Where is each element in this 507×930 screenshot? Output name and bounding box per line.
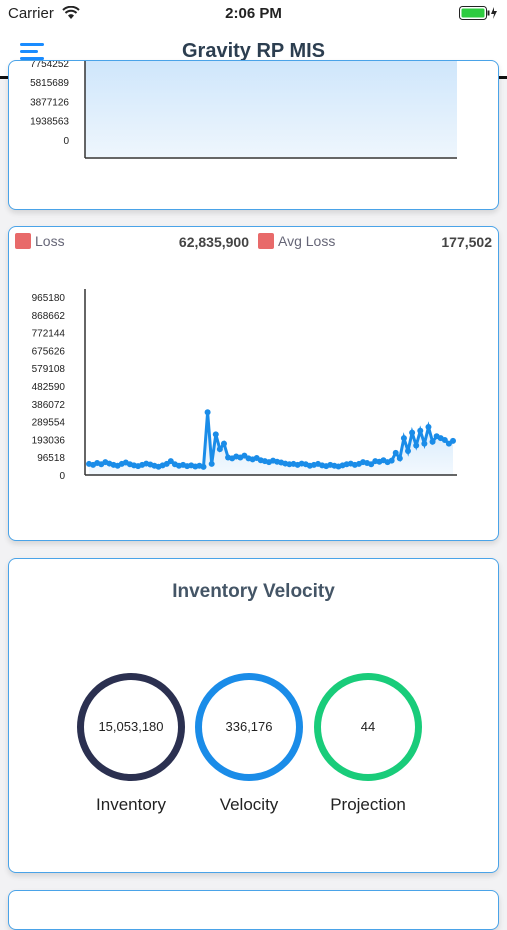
inventory-label: Inventory — [96, 795, 166, 814]
loss-y-tick-label: 868662 — [32, 311, 66, 322]
loss-data-point — [409, 429, 416, 436]
loss-data-point — [216, 446, 223, 453]
avg-loss-swatch — [258, 233, 274, 249]
loss-y-tick-label: 289554 — [32, 418, 66, 429]
top-chart-tick-label: 1938563 — [30, 117, 69, 128]
loss-data-point — [450, 437, 456, 444]
top-chart-card: 7754252 5815689 3877126 1938563 0 — [8, 60, 499, 210]
projection-label: Projection — [330, 795, 406, 814]
loss-y-tick-label: 96518 — [37, 453, 65, 464]
top-chart-tick-label: 0 — [63, 136, 69, 147]
top-chart-tick-label: 3877126 — [30, 97, 69, 108]
inventory-ring — [77, 673, 185, 781]
status-bar: Carrier 2:06 PM — [0, 0, 507, 26]
loss-chart-card: Loss 62,835,900 Avg Loss 177,502 965180 8… — [8, 226, 499, 541]
legend-loss-value: 62,835,900 — [178, 234, 249, 250]
loss-data-point — [208, 460, 215, 467]
loss-y-tick-label: 386072 — [32, 400, 66, 411]
inventory-value: 15,053,180 — [98, 719, 164, 734]
battery-icon — [459, 6, 497, 20]
inventory-gauge: 15,053,180 Inventory — [77, 673, 185, 814]
clock: 2:06 PM — [225, 5, 282, 22]
loss-y-tick-label: 193036 — [32, 435, 66, 446]
legend-loss-label: Loss — [35, 233, 65, 249]
velocity-card-title: Inventory Velocity — [172, 581, 335, 602]
loss-data-point — [441, 436, 448, 443]
legend-avg-loss-value: 177,502 — [441, 234, 492, 250]
legend-avg-loss: Avg Loss — [258, 233, 335, 249]
loss-data-point — [417, 427, 424, 434]
loss-data-point — [425, 424, 432, 431]
loss-y-tick-label: 675626 — [32, 346, 66, 357]
velocity-label: Velocity — [219, 795, 279, 814]
loss-data-point — [392, 449, 399, 456]
inventory-velocity-card: Inventory Velocity 15,053,180 Inventory … — [8, 558, 499, 873]
legend-loss: Loss — [15, 233, 65, 249]
loss-swatch — [15, 233, 31, 249]
loss-y-tick-label: 0 — [59, 471, 65, 482]
loss-y-tick-label: 482590 — [32, 382, 66, 393]
loss-y-tick-label: 772144 — [32, 329, 66, 340]
loss-data-point — [421, 440, 428, 447]
projection-gauge: 44 Projection — [314, 673, 422, 814]
loss-y-tick-label: 579108 — [32, 364, 66, 375]
loss-data-point — [200, 463, 207, 470]
top-chart-tick-label: 7754252 — [30, 61, 69, 70]
projection-value: 44 — [360, 719, 376, 734]
loss-data-point — [396, 455, 403, 462]
loss-data-point — [400, 435, 407, 442]
loss-data-point — [212, 431, 219, 438]
loss-data-point — [405, 448, 412, 455]
top-chart-tick-label: 5815689 — [30, 78, 69, 89]
loss-data-point — [220, 440, 227, 447]
wifi-icon — [62, 6, 80, 19]
page-title: Gravity RP MIS — [181, 40, 326, 62]
loss-data-point — [388, 457, 395, 464]
velocity-value: 336,176 — [225, 719, 273, 734]
loss-data-point — [167, 458, 174, 465]
loss-y-tick-label: 965180 — [32, 293, 66, 304]
legend-avg-loss-label: Avg Loss — [278, 233, 336, 249]
top-chart-area — [85, 61, 457, 157]
top-chart: 7754252 5815689 3877126 1938563 0 — [30, 61, 457, 159]
velocity-gauge: 336,176 Velocity — [195, 673, 303, 814]
carrier-label: Carrier — [8, 5, 54, 22]
velocity-ring — [195, 673, 303, 781]
next-card — [8, 890, 499, 930]
loss-chart: 9651808686627721446756265791084825903860… — [32, 289, 457, 482]
hamburger-menu-icon[interactable] — [20, 43, 44, 61]
projection-ring — [314, 673, 422, 781]
loss-data-point — [204, 409, 211, 416]
loss-data-point — [368, 461, 375, 468]
loss-data-point — [413, 442, 420, 449]
loss-data-point — [429, 438, 436, 445]
